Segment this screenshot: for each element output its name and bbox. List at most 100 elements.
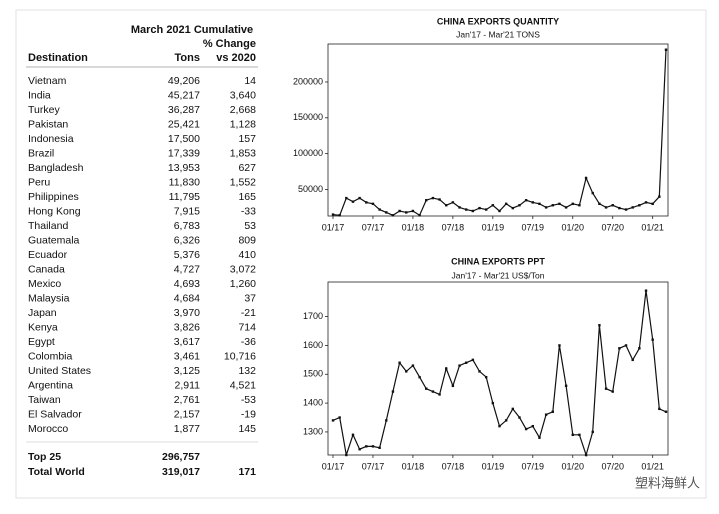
x-tick-label: 07/20	[601, 222, 624, 232]
data-point	[611, 204, 614, 207]
table-cell: 10,716	[224, 350, 256, 362]
table-cell: Japan	[28, 307, 57, 319]
data-point	[544, 206, 548, 209]
data-point	[405, 211, 408, 214]
table-cell: -33	[241, 205, 256, 217]
table-cell: 3,072	[230, 263, 256, 275]
table-cell: Mexico	[28, 278, 61, 290]
data-point	[531, 424, 534, 428]
table-cell: 2,668	[230, 104, 256, 116]
destination-header: Destination	[28, 52, 88, 64]
table-cell: 17,500	[168, 133, 200, 145]
data-point	[571, 433, 574, 437]
table-cell: 6,783	[174, 220, 200, 232]
data-point	[471, 209, 475, 213]
data-point	[484, 208, 488, 211]
data-point	[471, 358, 475, 362]
table-cell: Vietnam	[28, 75, 67, 87]
table-cell: 157	[238, 133, 256, 145]
y-tick-label: 150000	[293, 112, 323, 122]
table-cell: 809	[238, 234, 256, 246]
data-point	[445, 367, 448, 370]
data-point	[551, 410, 554, 413]
data-point	[418, 214, 421, 217]
total-cell: 319,017	[162, 466, 200, 478]
vs-header: vs 2020	[216, 52, 256, 64]
chart-title: CHINA EXPORTS QUANTITY	[437, 16, 559, 26]
table-cell: 132	[238, 365, 256, 377]
x-tick-label: 01/17	[322, 461, 345, 471]
watermark: 塑料海鲜人	[635, 475, 700, 490]
x-tick-label: 01/21	[641, 222, 664, 232]
table-cell: 5,376	[174, 249, 200, 261]
table-cell: Guatemala	[28, 234, 80, 246]
data-point	[445, 204, 448, 207]
data-point	[491, 204, 495, 207]
data-point	[598, 324, 601, 327]
y-tick-label: 1500	[303, 369, 323, 379]
table-cell: Bangladesh	[28, 162, 84, 174]
x-tick-label: 07/20	[601, 461, 624, 471]
data-point	[371, 202, 375, 206]
data-point	[518, 204, 521, 207]
x-tick-label: 01/21	[641, 461, 664, 471]
data-point	[578, 204, 581, 207]
data-point	[511, 407, 515, 411]
table-cell: 1,128	[230, 118, 256, 130]
x-tick-label: 01/19	[482, 461, 505, 471]
total-cell: 296,757	[162, 451, 200, 463]
table-cell: Thailand	[28, 220, 68, 232]
table-cell: 2,911	[175, 379, 201, 391]
table-cell: -53	[241, 394, 256, 406]
x-tick-label: 01/18	[402, 222, 425, 232]
table-cell: 37	[244, 292, 256, 304]
data-point	[618, 347, 621, 350]
data-point	[504, 419, 508, 422]
data-point	[498, 209, 501, 213]
data-point	[564, 384, 568, 387]
data-point	[624, 344, 628, 347]
data-point	[391, 214, 395, 217]
table-cell: United States	[28, 365, 91, 377]
y-tick-label: 200000	[293, 76, 323, 86]
data-point	[365, 445, 368, 448]
table-cell: 45,217	[168, 89, 200, 101]
data-point	[405, 370, 408, 373]
table-cell: El Salvador	[28, 408, 82, 420]
table-cell: Taiwan	[28, 394, 61, 406]
data-point	[338, 214, 341, 217]
data-point	[371, 445, 375, 448]
table-cell: 4,727	[174, 263, 200, 275]
data-point	[431, 196, 435, 200]
table-cell: Canada	[28, 263, 65, 275]
data-point	[491, 401, 495, 405]
data-point	[425, 387, 428, 390]
x-tick-label: 01/20	[561, 222, 584, 232]
x-tick-label: 07/18	[442, 461, 465, 471]
x-tick-label: 07/19	[522, 461, 545, 471]
table-cell: Argentina	[28, 379, 73, 391]
data-point	[611, 390, 614, 393]
table-cell: 2,761	[174, 394, 200, 406]
data-point	[651, 338, 654, 341]
data-point	[651, 202, 654, 206]
table-cell: Morocco	[28, 423, 68, 435]
table-cell: Hong Kong	[28, 205, 81, 217]
data-point	[618, 206, 621, 210]
table-cell: 2,157	[174, 408, 200, 420]
data-point	[465, 361, 468, 364]
data-point	[465, 208, 468, 211]
data-point	[438, 198, 441, 201]
data-point	[331, 419, 335, 422]
data-point	[658, 407, 661, 411]
data-point	[638, 347, 641, 350]
data-point	[538, 436, 541, 439]
data-point	[604, 387, 608, 390]
table-cell: 3,125	[174, 365, 200, 377]
card	[15, 9, 707, 499]
data-point	[358, 196, 361, 200]
data-point	[345, 196, 348, 200]
data-point	[551, 204, 554, 207]
table-cell: 14	[244, 75, 256, 87]
